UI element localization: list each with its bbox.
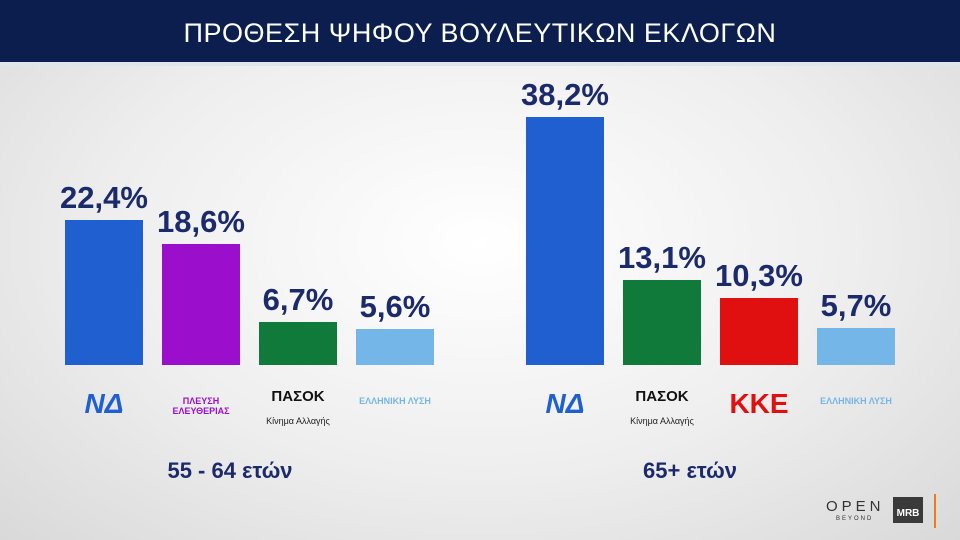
category-label: ΕΛΛΗΝΙΚΗ ΛΥΣΗ — [820, 396, 892, 406]
value-label: 13,1% — [618, 239, 706, 275]
category-label: ΚΚΕ — [729, 388, 789, 419]
bar — [526, 117, 604, 365]
brand-logo: OPEN — [826, 498, 885, 515]
category-label: ΠΑΣΟΚ — [271, 388, 325, 405]
value-label: 6,7% — [262, 281, 334, 317]
page-title: ΠΡΟΘΕΣΗ ΨΗΦΟΥ ΒΟΥΛΕΥΤΙΚΩΝ ΕΚΛΟΓΩΝ — [0, 0, 960, 62]
value-label: 18,6% — [157, 204, 245, 240]
category-label: ΝΔ — [84, 388, 124, 419]
bar — [356, 328, 434, 365]
value-label: 5,6% — [359, 288, 431, 324]
value-label: 5,7% — [820, 287, 892, 323]
category-label: ΕΛΛΗΝΙΚΗ ΛΥΣΗ — [359, 396, 431, 406]
value-label: 38,2% — [521, 77, 609, 112]
pollster-logo: MRB — [893, 497, 923, 523]
bar — [162, 244, 240, 365]
bar — [259, 321, 337, 365]
bar — [65, 219, 143, 365]
category-label: ΠΛΕΥΣΗ ΕΛΕΥΘΕΡΙΑΣ — [172, 396, 230, 417]
bar — [817, 327, 895, 365]
category-label: ΠΑΣΟΚ — [635, 388, 689, 405]
category-note: Κίνημα Αλλαγής — [266, 416, 330, 426]
footer-rule — [934, 494, 936, 528]
header-rule — [0, 62, 960, 66]
bar — [720, 298, 798, 365]
chart-subtitle: 65+ ετών — [643, 458, 737, 483]
category-label: ΝΔ — [545, 388, 585, 419]
chart-subtitle: 55 - 64 ετών — [167, 458, 293, 483]
brand-sub: BEYOND — [836, 516, 874, 522]
value-label: 10,3% — [715, 258, 803, 294]
value-label: 22,4% — [60, 179, 148, 215]
category-note: Κίνημα Αλλαγής — [630, 416, 694, 426]
bar — [623, 279, 701, 365]
